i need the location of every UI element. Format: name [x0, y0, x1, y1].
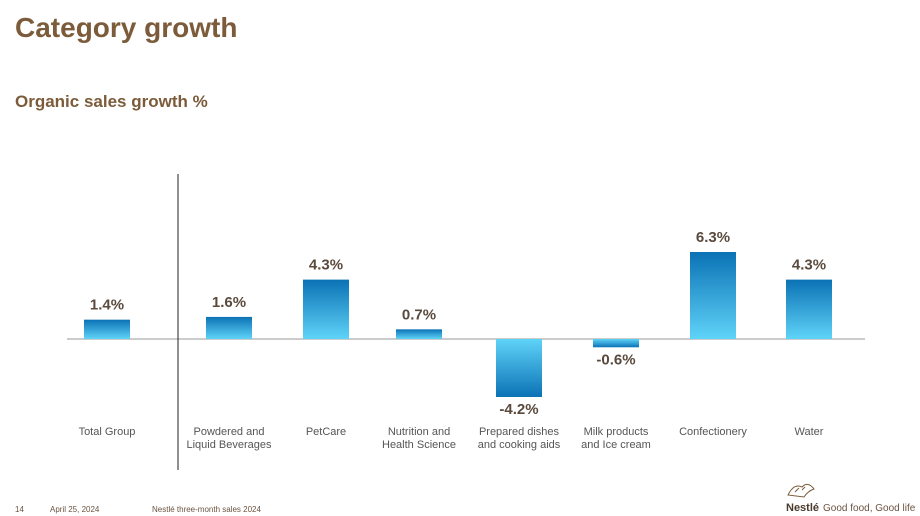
- value-label: -4.2%: [499, 401, 538, 418]
- x-tick-label: PetCare: [305, 426, 347, 438]
- x-tick-label: Prepared dishes and cooking aids: [477, 426, 561, 451]
- chart-subtitle: Organic sales growth %: [15, 92, 208, 111]
- value-label: -0.6%: [596, 351, 635, 368]
- bar: [786, 279, 832, 339]
- bar: [206, 316, 252, 339]
- slogan: Good food, Good life: [823, 503, 916, 514]
- bar: [303, 279, 349, 339]
- date: April 25, 2024: [50, 505, 100, 514]
- x-tick-label: Milk products and Ice cream: [581, 426, 651, 451]
- brand: Nestlé: [786, 502, 820, 514]
- bar: [593, 339, 639, 348]
- value-label: 1.4%: [90, 297, 124, 314]
- page-number: 14: [15, 505, 24, 514]
- value-label: 6.3%: [696, 229, 730, 246]
- bar: [496, 339, 542, 397]
- x-tick-label: Water: [794, 426, 824, 438]
- report-name: Nestlé three-month sales 2024: [152, 505, 261, 514]
- bar: [690, 252, 736, 339]
- value-label: 0.7%: [402, 306, 436, 323]
- value-label: 4.3%: [309, 257, 343, 274]
- value-label: 1.6%: [212, 294, 246, 311]
- x-tick-label: Total Group: [78, 426, 136, 438]
- bar: [396, 329, 442, 339]
- value-label: 4.3%: [792, 257, 826, 274]
- logo-icon: [787, 483, 815, 498]
- x-tick-label: Confectionery: [679, 426, 747, 438]
- bar: [84, 319, 130, 339]
- chart-title: Category growth: [15, 12, 238, 43]
- x-tick-label: Powdered and Liquid Beverages: [186, 426, 272, 451]
- x-tick-label: Nutrition and Health Science: [382, 426, 456, 451]
